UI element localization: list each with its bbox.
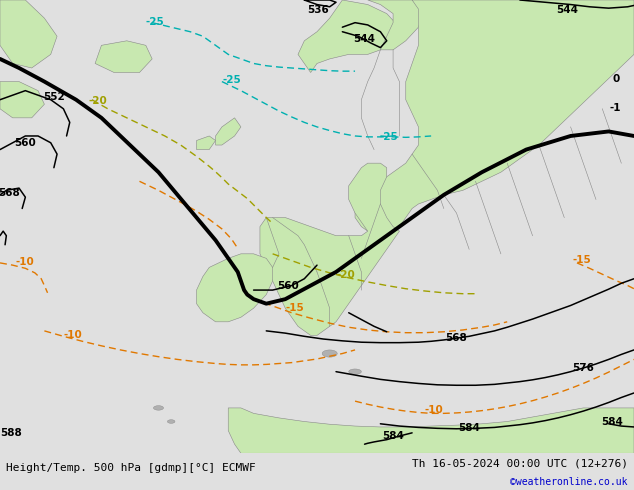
- Text: 588: 588: [1, 428, 22, 438]
- Polygon shape: [0, 0, 57, 68]
- Text: -20: -20: [89, 96, 108, 106]
- Polygon shape: [368, 0, 425, 50]
- Text: ©weatheronline.co.uk: ©weatheronline.co.uk: [510, 477, 628, 487]
- Text: -10: -10: [425, 405, 444, 415]
- Text: 576: 576: [573, 363, 594, 373]
- Text: Th 16-05-2024 00:00 UTC (12+276): Th 16-05-2024 00:00 UTC (12+276): [411, 459, 628, 468]
- Text: 560: 560: [278, 281, 299, 292]
- Text: Height/Temp. 500 hPa [gdmp][°C] ECMWF: Height/Temp. 500 hPa [gdmp][°C] ECMWF: [6, 463, 256, 473]
- Text: 552: 552: [43, 93, 65, 102]
- Polygon shape: [197, 254, 273, 322]
- Text: 584: 584: [601, 417, 623, 427]
- Text: -15: -15: [285, 303, 304, 314]
- Text: 536: 536: [307, 5, 329, 15]
- Text: 568: 568: [0, 188, 20, 197]
- Text: 584: 584: [382, 431, 404, 441]
- Polygon shape: [197, 136, 216, 149]
- Text: 568: 568: [446, 333, 467, 343]
- Polygon shape: [153, 406, 164, 410]
- Text: -10: -10: [63, 330, 82, 340]
- Text: -25: -25: [380, 132, 399, 142]
- Text: 560: 560: [15, 138, 36, 148]
- Text: -1: -1: [609, 102, 621, 113]
- Polygon shape: [216, 118, 241, 145]
- Text: 0: 0: [612, 74, 620, 84]
- Text: 544: 544: [354, 33, 375, 44]
- Text: 584: 584: [458, 423, 480, 433]
- Polygon shape: [95, 41, 152, 73]
- Text: -10: -10: [16, 257, 35, 267]
- Text: -20: -20: [336, 270, 355, 280]
- Polygon shape: [260, 163, 399, 335]
- Text: -25: -25: [222, 75, 241, 85]
- Polygon shape: [355, 0, 634, 236]
- Polygon shape: [298, 0, 399, 73]
- Polygon shape: [349, 369, 361, 374]
- Polygon shape: [0, 82, 44, 118]
- Polygon shape: [167, 420, 175, 423]
- Text: 544: 544: [557, 5, 578, 15]
- Polygon shape: [228, 408, 634, 453]
- Text: -15: -15: [573, 255, 592, 265]
- Text: -25: -25: [146, 17, 165, 27]
- Polygon shape: [322, 350, 337, 357]
